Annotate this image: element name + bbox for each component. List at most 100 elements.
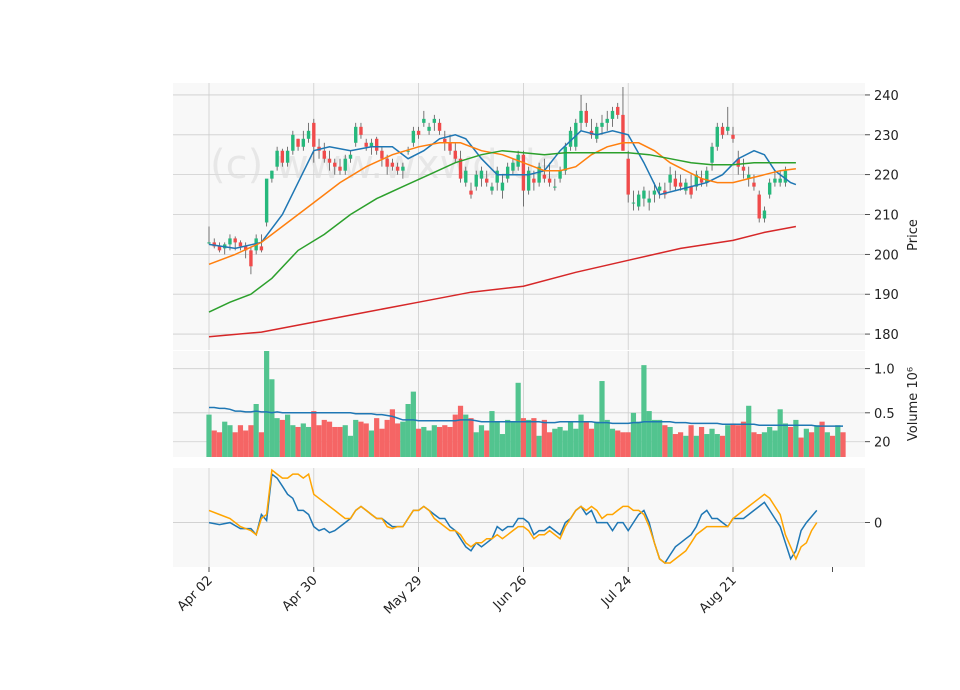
volume-bar [290,425,296,457]
volume-bar [583,421,589,457]
volume-bar [269,379,275,457]
candle-body [684,182,688,191]
volume-axis-title: Volume 10⁶ [906,367,921,441]
candle-body [689,186,693,195]
volume-bar [227,425,233,457]
volume-bar [557,426,563,457]
x-tick-label: Jul 24 [598,573,635,610]
candle-body [343,158,347,171]
volume-bar [725,425,731,457]
candle-body [270,170,274,179]
volume-bar [772,430,778,457]
candle-body [642,190,646,199]
volume-bar [285,414,291,457]
volume-bar [384,419,390,457]
candle-body [285,150,290,163]
volume-ma-line [209,406,843,427]
candle-body [401,166,405,171]
candle-body [705,170,709,183]
volume-bar [767,426,773,457]
volume-bar [688,425,694,457]
volume-bar [353,419,359,457]
candle-body [280,150,285,163]
volume-bar [416,428,422,457]
volume-bar [552,428,558,457]
candle-body [395,166,400,171]
volume-bar [782,423,788,457]
volume-bar [594,421,600,457]
volume-bar [547,432,553,457]
candle-body [243,246,248,251]
moving-average-line [208,129,797,250]
price-tick-label: 190 [874,288,899,303]
candle-body [238,242,243,247]
volume-bar [379,428,385,457]
candle-body [416,130,421,135]
candle-body [553,186,557,188]
candle-body [259,246,264,251]
volume-bar [494,421,500,457]
candle-body [275,150,279,167]
volume-bar [326,421,333,457]
volume-bar [279,419,285,457]
candle-body [301,138,306,147]
candle-body [385,158,389,167]
candle-body [673,178,678,187]
candle-body [453,150,457,159]
volume-bar [489,411,495,457]
volume-bar [389,409,395,457]
volume-bar [604,419,610,457]
volume-bar [683,435,689,457]
watermark: (c) www.wxwd.de [210,142,560,188]
candle-body [411,130,416,143]
volume-bar [788,426,794,457]
candle-body [369,142,374,147]
candle-body [636,194,641,207]
candle-body [443,138,447,143]
volume-bar [588,428,595,457]
candle-body [291,134,295,151]
volume-bar [232,432,238,457]
candle-body [584,110,588,123]
volume-bar [505,419,511,457]
candle-body [678,182,683,187]
candle-body [657,186,662,191]
price-panel [207,86,797,338]
volume-bar [342,425,348,457]
candle-body [626,158,630,195]
candle-body [505,166,510,179]
volume-bar [473,432,479,457]
candle-body [757,194,761,219]
volume-bar [646,411,652,457]
volume-bar [363,423,369,457]
volume-bar [258,432,264,457]
volume-bar [442,425,448,457]
volume-bar [751,432,757,457]
candle-body [600,122,604,127]
volume-bar [211,430,217,457]
volume-bar [531,418,537,457]
candle-body [228,238,232,245]
candle-body [322,150,326,159]
x-tick-label: Jun 26 [490,573,530,613]
candle-body [762,210,767,219]
volume-bar [447,426,453,457]
volume-bar [814,425,820,457]
candle-body [605,118,609,123]
candle-body [427,126,431,131]
volume-bar [337,426,343,457]
x-tick-label: Apr 30 [279,573,320,614]
volume-bar [709,428,715,457]
volume-bar [636,421,642,457]
price-tick-label: 200 [874,248,899,263]
volume-bar [216,432,223,457]
volume-bar [678,432,684,457]
volume-bar [526,419,532,457]
candle-body [752,182,756,187]
candle-body [437,122,442,131]
candle-body [736,158,740,167]
candle-body [217,246,222,251]
volume-bar [499,434,506,457]
candle-body [233,238,237,243]
volume-bar [295,426,301,457]
